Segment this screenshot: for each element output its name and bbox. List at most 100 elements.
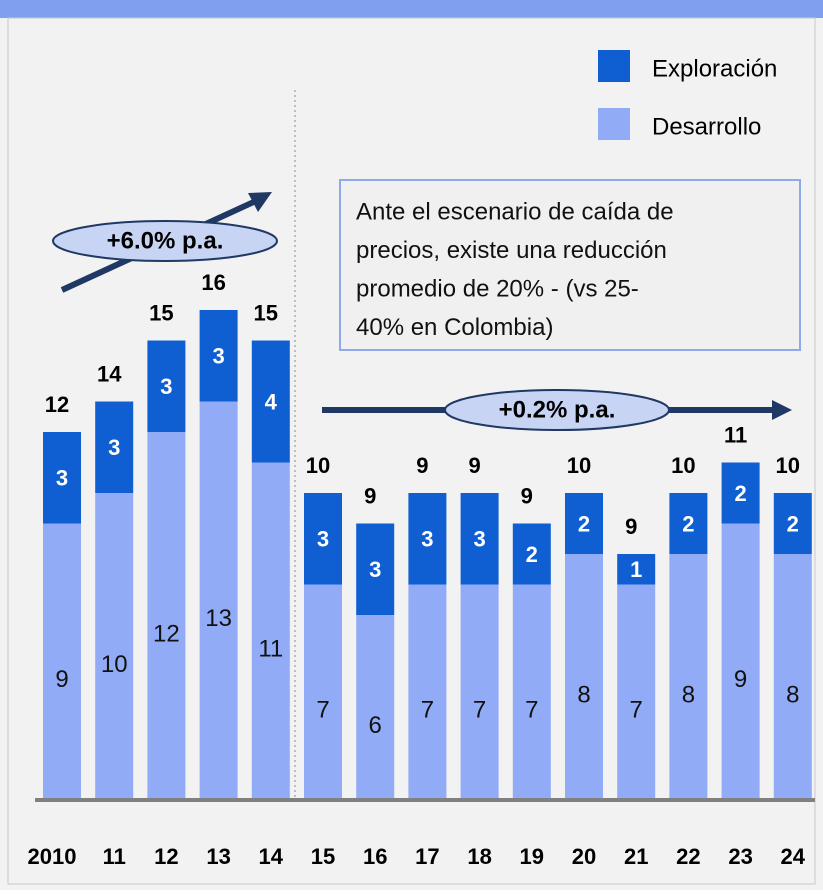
bar-segment xyxy=(251,462,290,798)
bar-segment xyxy=(356,615,395,798)
bar-segment xyxy=(408,584,447,798)
segment-label: 3 xyxy=(56,466,68,491)
note-text: precios, existe una reducción xyxy=(356,237,667,264)
segment-label: 2 xyxy=(734,481,746,506)
growth-label: +6.0% p.a. xyxy=(107,227,224,254)
x-tick-label: 20 xyxy=(572,844,596,869)
growth-badge xyxy=(52,220,278,262)
segment-label: 2 xyxy=(682,511,694,536)
bar-segment xyxy=(617,554,656,585)
total-label: 10 xyxy=(776,453,800,478)
x-tick-label: 24 xyxy=(781,844,806,869)
note-text: promedio de 20% - (vs 25- xyxy=(356,275,639,302)
bar-segment xyxy=(773,554,812,798)
bar-segment xyxy=(721,462,760,524)
segment-label: 7 xyxy=(473,697,486,724)
arrows xyxy=(52,192,792,431)
bar-segment xyxy=(565,554,603,798)
bar-segment xyxy=(460,493,499,585)
segment-label: 8 xyxy=(682,681,695,708)
x-tick-label: 18 xyxy=(467,844,491,869)
bar-segment xyxy=(773,493,812,554)
segment-label: 3 xyxy=(108,435,120,460)
segment-label: 2 xyxy=(787,511,799,536)
x-tick-label: 14 xyxy=(259,844,284,869)
bar-segment xyxy=(408,493,447,585)
total-label: 9 xyxy=(364,483,376,508)
frame xyxy=(7,17,816,885)
x-tick-label: 16 xyxy=(363,844,387,869)
bar-segment xyxy=(304,493,342,585)
segment-label: 11 xyxy=(258,636,283,663)
x-tick-label: 22 xyxy=(676,844,700,869)
segment-label: 7 xyxy=(421,697,434,724)
legend-label: Exploración xyxy=(652,55,777,82)
total-label: 9 xyxy=(521,483,533,508)
bar-segment xyxy=(565,493,603,554)
bar-segment xyxy=(304,584,342,798)
bar-segment xyxy=(512,584,551,798)
segment-label: 3 xyxy=(369,557,381,582)
x-tick-label: 11 xyxy=(103,844,126,869)
bar-segment xyxy=(251,340,290,463)
segment-label: 13 xyxy=(205,605,232,632)
segment-label: 7 xyxy=(525,697,538,724)
total-label: 14 xyxy=(97,361,122,386)
x-tick-label: 21 xyxy=(624,844,648,869)
bar-segment xyxy=(199,401,238,798)
bar-segment xyxy=(147,340,186,432)
legend-swatch xyxy=(598,108,630,140)
x-tick-label: 19 xyxy=(520,844,544,869)
note-text: Ante el escenario de caída de xyxy=(356,198,674,225)
segment-label: 3 xyxy=(473,527,485,552)
bar-segment xyxy=(617,584,656,798)
total-label: 15 xyxy=(254,300,278,325)
bar-segment xyxy=(721,523,760,798)
total-label: 10 xyxy=(567,453,591,478)
bar-segment xyxy=(43,432,81,524)
segment-label: 9 xyxy=(734,666,747,693)
x-tick-label: 12 xyxy=(154,844,178,869)
segment-label: 6 xyxy=(369,712,382,739)
segment-label: 3 xyxy=(212,344,224,369)
bar-segment xyxy=(43,523,81,798)
segment-label: 10 xyxy=(101,651,128,678)
bar-segment xyxy=(95,401,134,493)
x-tick-label: 23 xyxy=(728,844,752,869)
segment-label: 1 xyxy=(630,557,642,582)
arrow-head xyxy=(248,192,272,212)
segment-label: 8 xyxy=(577,681,590,708)
note-box xyxy=(339,179,801,351)
segment-label: 3 xyxy=(317,527,329,552)
total-label: 11 xyxy=(724,422,747,447)
total-label: 9 xyxy=(468,453,480,478)
segment-label: 3 xyxy=(160,374,172,399)
segment-label: 12 xyxy=(153,620,180,647)
x-tick-label: 17 xyxy=(415,844,439,869)
total-label: 15 xyxy=(149,300,173,325)
x-tick-label: 2010 xyxy=(28,844,77,869)
bar-segment xyxy=(199,310,238,402)
legend-swatch xyxy=(598,50,630,82)
note-text: 40% en Colombia) xyxy=(356,314,553,341)
bar-segment xyxy=(512,523,551,585)
total-label: 9 xyxy=(625,514,637,539)
bar-segment xyxy=(147,432,186,798)
top-banner xyxy=(0,0,823,18)
total-label: 10 xyxy=(306,453,330,478)
x-tick-label: 15 xyxy=(311,844,335,869)
bar-segment xyxy=(356,523,395,615)
total-label: 16 xyxy=(201,270,225,295)
bar-segment xyxy=(95,493,134,798)
x-tick-label: 13 xyxy=(206,844,230,869)
segment-label: 2 xyxy=(526,542,538,567)
segment-label: 7 xyxy=(630,697,643,724)
segment-label: 7 xyxy=(316,697,329,724)
segment-label: 3 xyxy=(421,527,433,552)
segment-label: 9 xyxy=(55,666,68,693)
legend-label: Desarrollo xyxy=(652,113,761,140)
segment-label: 4 xyxy=(265,389,278,414)
segment-label: 8 xyxy=(786,681,799,708)
total-label: 10 xyxy=(671,453,695,478)
segment-label: 2 xyxy=(578,511,590,536)
